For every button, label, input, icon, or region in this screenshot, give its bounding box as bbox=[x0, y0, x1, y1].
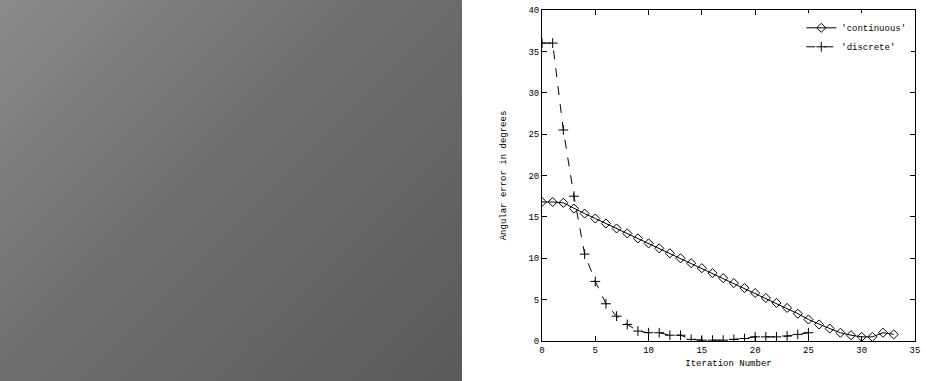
svg-text:5: 5 bbox=[593, 346, 598, 356]
svg-text:0: 0 bbox=[539, 346, 544, 356]
svg-text:15: 15 bbox=[696, 346, 707, 356]
svg-text:25: 25 bbox=[803, 346, 814, 356]
svg-text:40: 40 bbox=[528, 6, 539, 16]
svg-text:15: 15 bbox=[528, 213, 539, 223]
svg-text:0: 0 bbox=[534, 337, 539, 347]
svg-text:Iteration Number: Iteration Number bbox=[685, 359, 771, 369]
svg-text:35: 35 bbox=[910, 346, 921, 356]
svg-text:30: 30 bbox=[528, 89, 539, 99]
svg-text:30: 30 bbox=[856, 346, 867, 356]
svg-text:5: 5 bbox=[534, 296, 539, 306]
svg-text:20: 20 bbox=[528, 172, 539, 182]
svg-text:20: 20 bbox=[750, 346, 761, 356]
svg-text:10: 10 bbox=[643, 346, 654, 356]
svg-text:Angular error in degrees: Angular error in degrees bbox=[499, 111, 509, 241]
svg-text:25: 25 bbox=[528, 130, 539, 140]
svg-text:10: 10 bbox=[528, 254, 539, 264]
svg-text:'discrete': 'discrete' bbox=[841, 43, 895, 53]
svg-text:'continuous': 'continuous' bbox=[841, 24, 906, 34]
svg-text:35: 35 bbox=[528, 48, 539, 58]
